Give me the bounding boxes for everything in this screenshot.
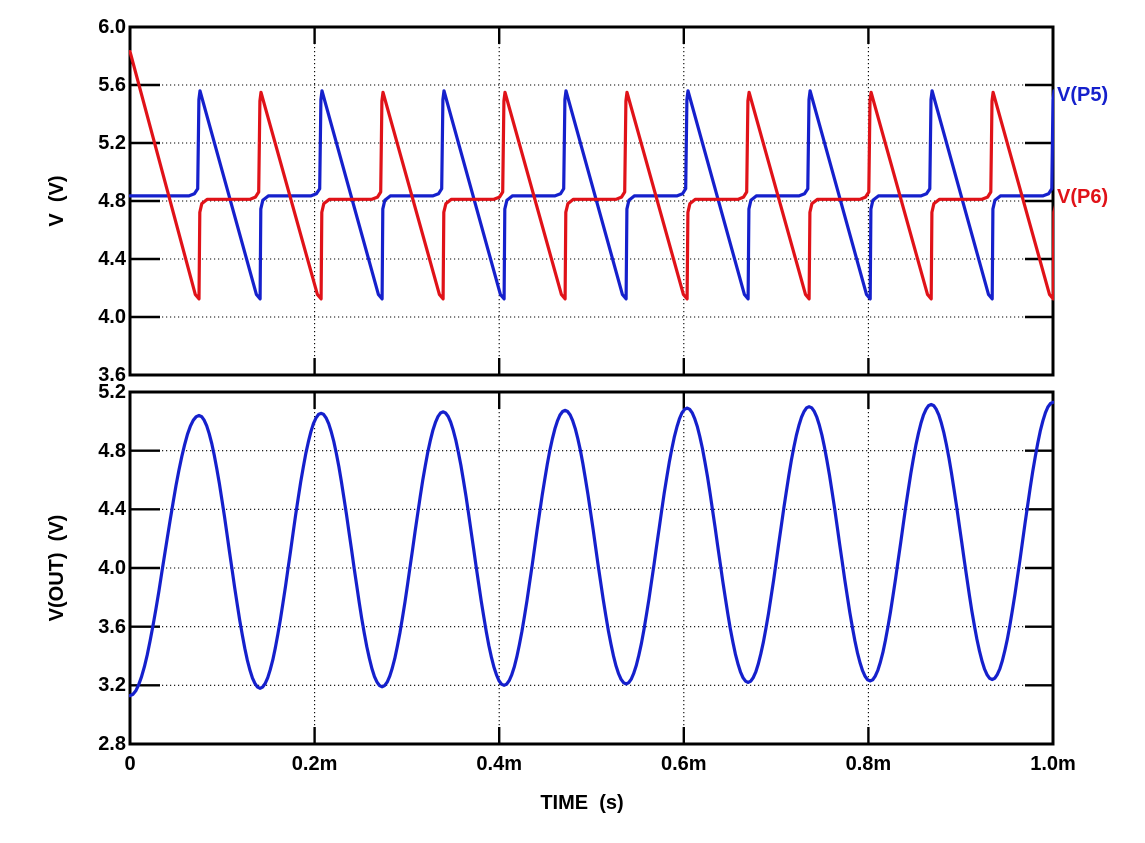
panel-border <box>128 25 1055 377</box>
x-tick-label: 0.2m <box>291 753 338 775</box>
vout-trace <box>129 400 1054 698</box>
top-y-axis-title: V (V) <box>46 175 68 227</box>
y-tick-label: 4.8 <box>98 190 126 212</box>
bottom-panel <box>128 390 1055 746</box>
y-tick-label: 4.0 <box>98 557 126 579</box>
vp6-trace <box>129 50 1054 301</box>
series-label-vp5: V(P5) <box>1057 84 1109 106</box>
x-tick-label: 0 <box>124 753 136 775</box>
x-axis-title: TIME (s) <box>540 792 624 814</box>
series-label-vp6: V(P6) <box>1057 186 1109 208</box>
y-tick-label: 4.8 <box>98 439 126 462</box>
y-tick-label: 4.4 <box>98 498 126 521</box>
x-tick-label: 0.4m <box>476 753 522 775</box>
y-tick-label: 4.0 <box>98 306 126 328</box>
x-tick-label: 0.6m <box>661 753 707 775</box>
x-tick-label: 1.0m <box>1030 753 1076 775</box>
y-tick-label: 5.2 <box>98 381 126 403</box>
y-tick-label: 2.8 <box>98 733 126 755</box>
x-tick-label: 0.8m <box>845 753 892 775</box>
top-panel <box>128 25 1055 377</box>
bottom-y-axis-title: V(OUT) (V) <box>46 514 68 622</box>
y-tick-label: 6.0 <box>98 16 126 38</box>
y-tick-label: 5.2 <box>98 132 126 154</box>
y-tick-label: 3.6 <box>98 364 126 386</box>
vp5-trace <box>129 89 1054 301</box>
y-tick-label: 5.6 <box>98 74 126 96</box>
panel-border <box>128 390 1055 746</box>
y-tick-label: 3.2 <box>98 674 126 697</box>
y-tick-label: 3.6 <box>98 615 126 638</box>
y-tick-label: 4.4 <box>98 248 126 270</box>
